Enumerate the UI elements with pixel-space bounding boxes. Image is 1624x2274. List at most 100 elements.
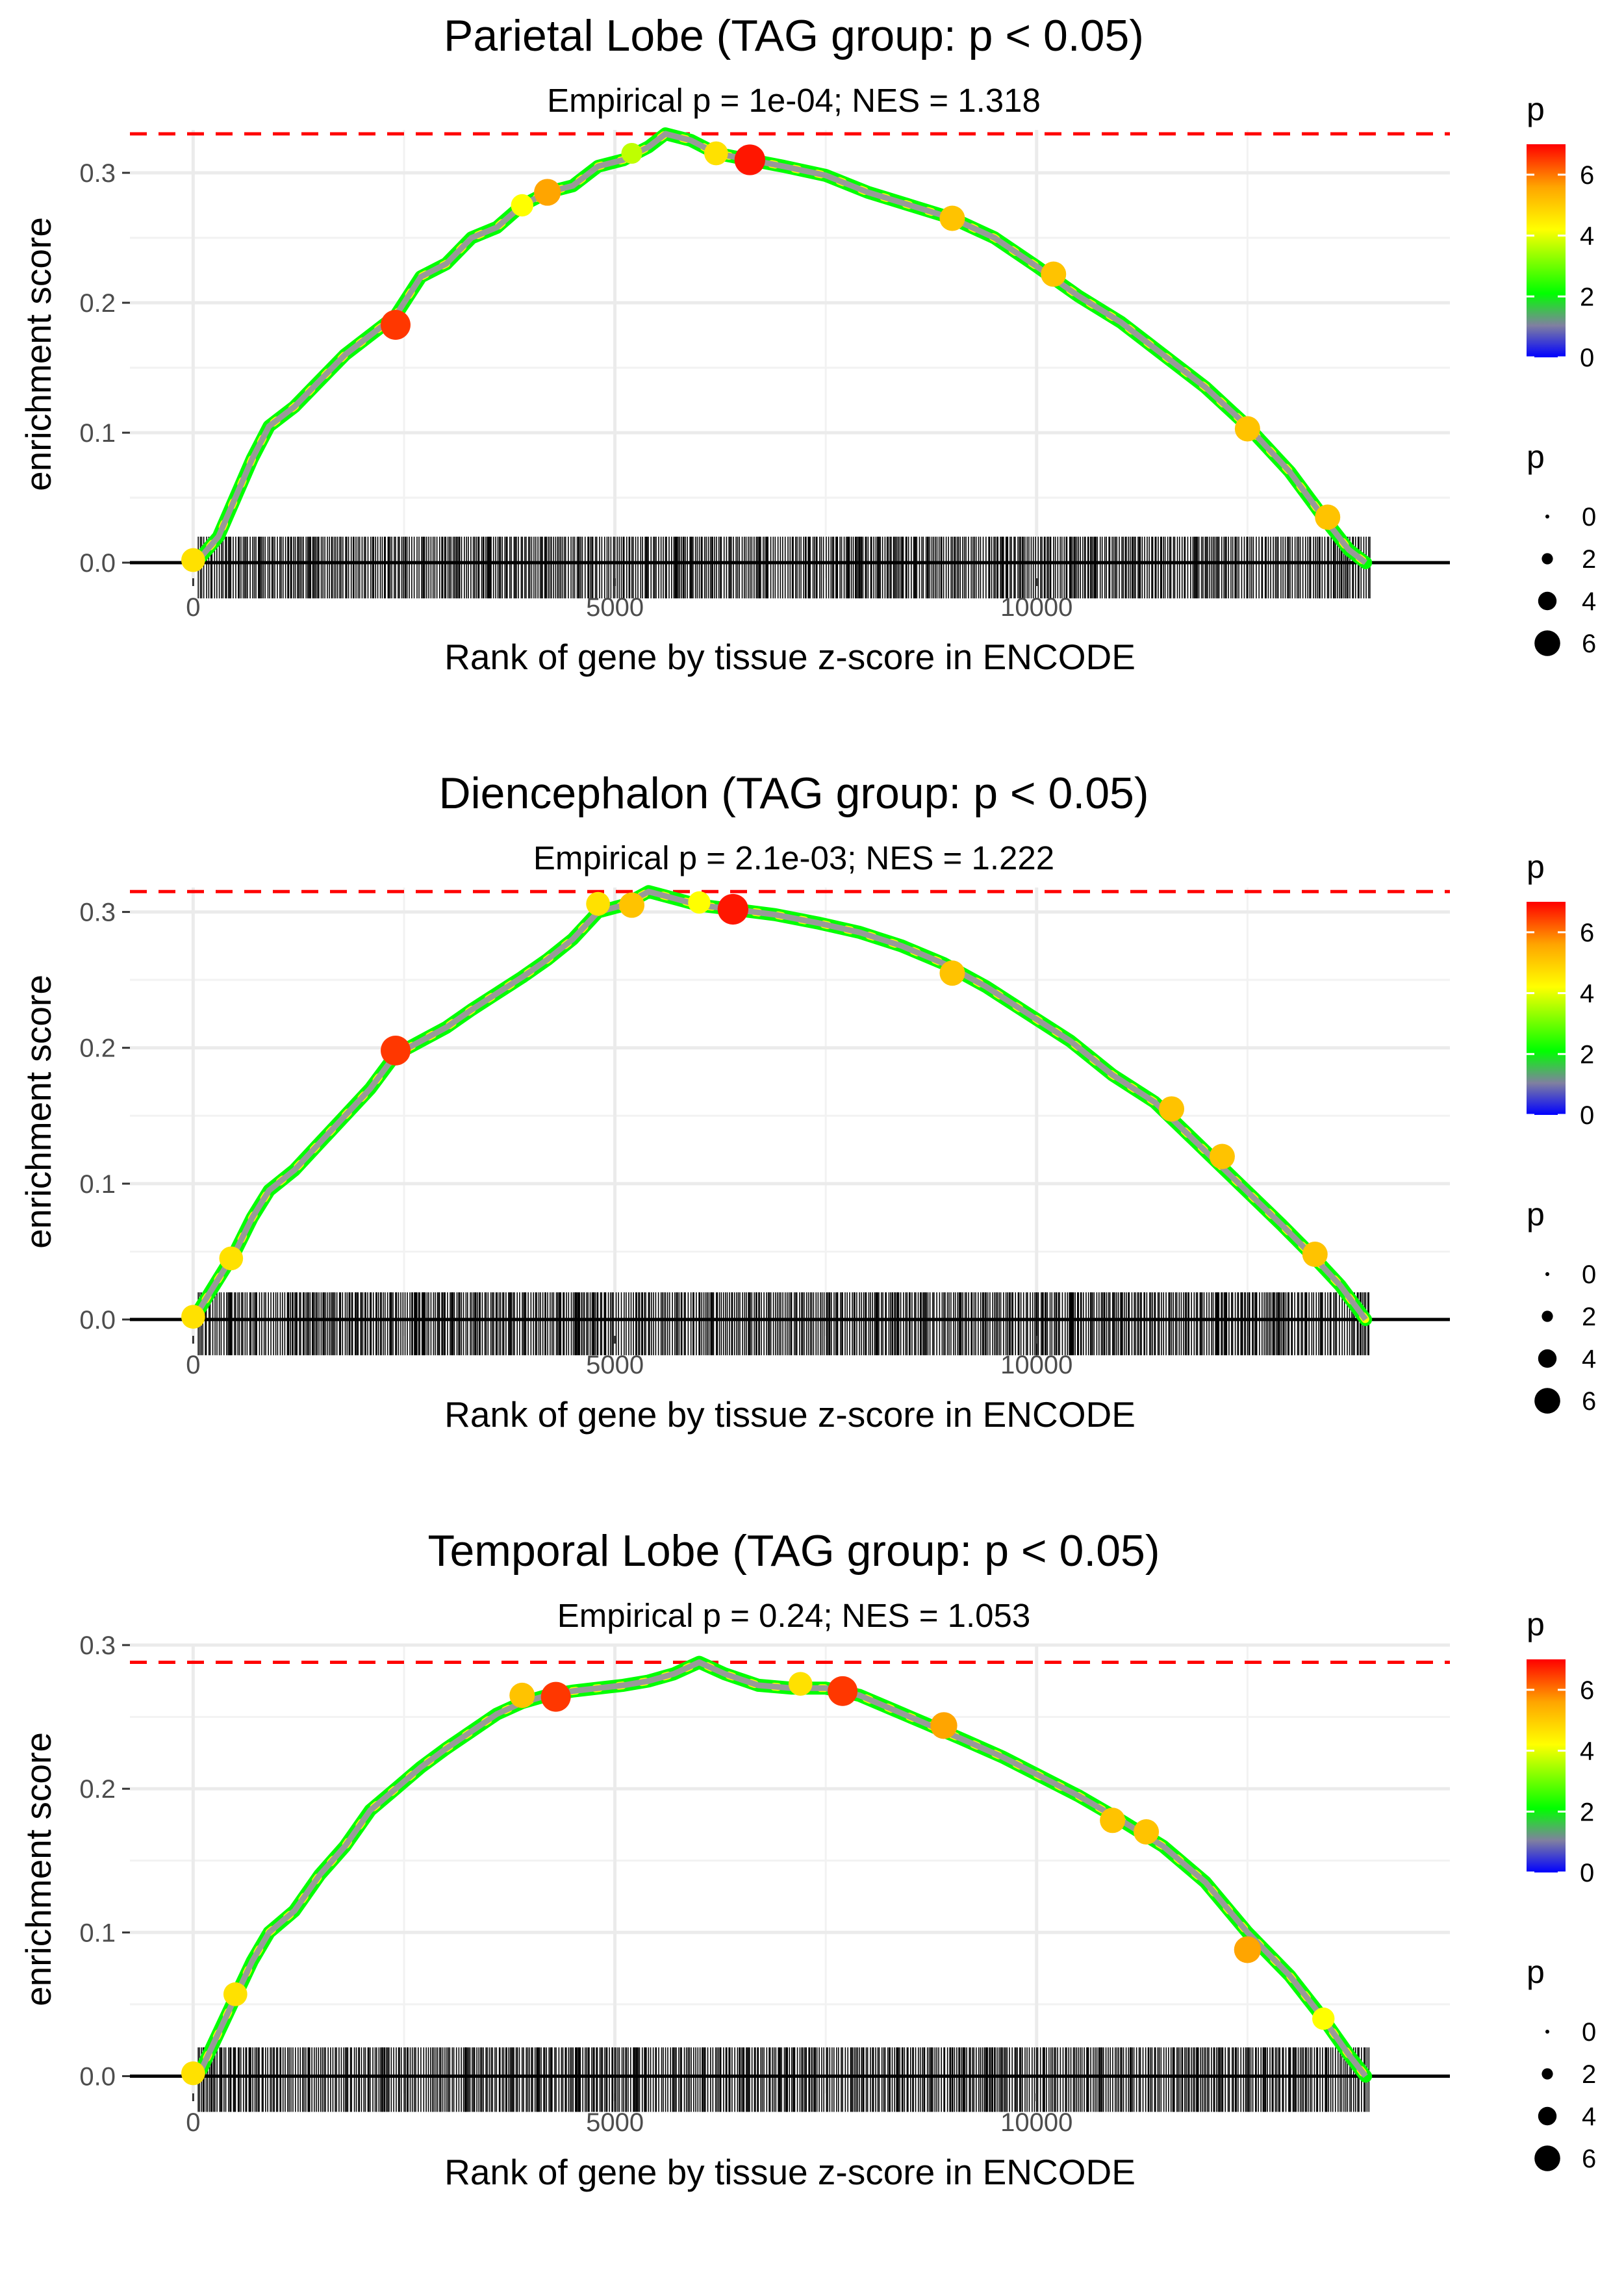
highlight-point xyxy=(688,891,711,914)
highlight-point xyxy=(619,892,645,918)
size-legend-label: 6 xyxy=(1582,2145,1596,2173)
size-legend-dot xyxy=(1545,515,1549,518)
size-legend-label: 2 xyxy=(1582,2060,1596,2089)
enrichment-curve-accent xyxy=(189,888,1370,1323)
size-legend-dot xyxy=(1534,630,1560,656)
size-legend-dot xyxy=(1534,2145,1560,2171)
size-legend-dot xyxy=(1545,2030,1549,2034)
size-legend-dot xyxy=(1538,1349,1557,1368)
highlight-point xyxy=(181,1305,205,1329)
x-tick-label: 10000 xyxy=(1000,2108,1072,2137)
chart-title: Diencephalon (TAG group: p < 0.05) xyxy=(438,769,1148,818)
highlight-point xyxy=(511,194,533,217)
color-bar-label: 0 xyxy=(1580,344,1594,372)
highlight-point xyxy=(1209,1143,1235,1169)
highlight-point xyxy=(1134,1819,1160,1845)
y-axis-label: enrichment score xyxy=(18,1732,58,2006)
size-legend-label: 2 xyxy=(1582,545,1596,574)
color-bar-label: 6 xyxy=(1580,1676,1594,1705)
y-tick-label: 0.2 xyxy=(79,289,116,318)
y-tick-label: 0.0 xyxy=(79,1306,116,1335)
color-legend-title: p xyxy=(1527,1606,1545,1642)
y-tick-label: 0.0 xyxy=(79,549,116,578)
size-legend-title: p xyxy=(1527,439,1545,475)
size-legend-label: 4 xyxy=(1582,587,1596,616)
color-bar-label: 4 xyxy=(1580,980,1594,1008)
x-tick-label: 0 xyxy=(186,593,200,622)
gene-rank-barcode xyxy=(197,537,1371,598)
chart-title: Temporal Lobe (TAG group: p < 0.05) xyxy=(427,1526,1160,1576)
x-tick-label: 10000 xyxy=(1000,1351,1072,1379)
color-legend-title: p xyxy=(1527,849,1545,885)
color-bar-label: 2 xyxy=(1580,1040,1594,1069)
highlight-point xyxy=(509,1682,535,1708)
chart-title: Parietal Lobe (TAG group: p < 0.05) xyxy=(444,11,1144,60)
size-legend-label: 4 xyxy=(1582,2102,1596,2131)
size-legend-dot xyxy=(1542,2068,1553,2080)
highlight-point xyxy=(219,1246,244,1271)
highlight-point xyxy=(939,205,965,231)
enrichment-curve-halo xyxy=(186,885,1373,1326)
y-tick-label: 0.1 xyxy=(79,419,116,448)
highlight-point xyxy=(828,1676,858,1706)
y-axis-label: enrichment score xyxy=(18,975,58,1249)
highlight-point xyxy=(1159,1096,1185,1122)
panel-1: Parietal Lobe (TAG group: p < 0.05) Empir… xyxy=(18,11,1596,677)
y-tick-label: 0.1 xyxy=(79,1170,116,1199)
enrichment-curve xyxy=(191,131,1367,565)
highlight-point xyxy=(1302,1242,1328,1268)
x-tick-label: 10000 xyxy=(1000,593,1072,622)
size-legend-label: 0 xyxy=(1582,1260,1596,1289)
panel-2: Diencephalon (TAG group: p < 0.05) Empiri… xyxy=(18,769,1596,1435)
highlight-point xyxy=(1100,1808,1126,1833)
gene-rank-barcode xyxy=(197,2047,1370,2112)
x-tick-label: 0 xyxy=(186,1351,200,1379)
x-axis-label: Rank of gene by tissue z-score in ENCODE xyxy=(444,2152,1136,2192)
panel-3: Temporal Lobe (TAG group: p < 0.05) Empir… xyxy=(18,1526,1596,2192)
gene-rank-barcode xyxy=(197,1292,1369,1355)
highlight-point xyxy=(223,1982,247,2006)
size-legend-label: 0 xyxy=(1582,2018,1596,2047)
size-legend-title: p xyxy=(1527,1954,1545,1990)
color-bar-label: 2 xyxy=(1580,1798,1594,1826)
y-tick-label: 0.3 xyxy=(79,1631,116,1660)
color-bar-label: 4 xyxy=(1580,1737,1594,1766)
highlight-point xyxy=(534,179,561,206)
y-tick-label: 0.3 xyxy=(79,159,116,188)
x-axis-label: Rank of gene by tissue z-score in ENCODE xyxy=(444,637,1136,677)
highlight-point xyxy=(181,2061,205,2086)
size-legend-dot xyxy=(1538,591,1557,611)
highlight-point xyxy=(1315,504,1341,530)
size-legend-label: 0 xyxy=(1582,503,1596,531)
highlight-point xyxy=(788,1672,813,1696)
color-bar-label: 2 xyxy=(1580,283,1594,311)
x-axis-label: Rank of gene by tissue z-score in ENCODE xyxy=(444,1394,1136,1435)
legend: p 0 2 4 6 p 0 2 4 6 xyxy=(1527,1606,1596,2173)
highlight-point xyxy=(930,1712,958,1739)
size-legend-label: 2 xyxy=(1582,1303,1596,1331)
size-legend-label: 6 xyxy=(1582,630,1596,658)
x-tick-label: 5000 xyxy=(586,593,644,622)
highlight-point xyxy=(1234,416,1260,442)
highlight-point xyxy=(717,893,748,925)
color-bar xyxy=(1527,144,1566,357)
highlight-point xyxy=(704,141,728,166)
color-bar-label: 6 xyxy=(1580,161,1594,190)
color-legend-title: p xyxy=(1527,91,1545,127)
size-legend-dot xyxy=(1542,1310,1553,1322)
chart-subtitle: Empirical p = 1e-04; NES = 1.318 xyxy=(547,82,1041,119)
highlight-point xyxy=(734,144,765,175)
y-tick-label: 0.2 xyxy=(79,1034,116,1063)
color-bar xyxy=(1527,1659,1566,1872)
highlight-point xyxy=(621,142,642,164)
size-legend-dot xyxy=(1534,1388,1560,1414)
color-bar xyxy=(1527,902,1566,1115)
size-legend-dot xyxy=(1545,1272,1549,1276)
y-tick-label: 0.0 xyxy=(79,2062,116,2091)
y-tick-label: 0.3 xyxy=(79,899,116,927)
color-bar-label: 0 xyxy=(1580,1101,1594,1130)
x-tick-label: 5000 xyxy=(586,1351,644,1379)
color-bar-label: 6 xyxy=(1580,919,1594,947)
y-axis-label: enrichment score xyxy=(18,217,58,491)
highlight-point xyxy=(939,960,965,986)
